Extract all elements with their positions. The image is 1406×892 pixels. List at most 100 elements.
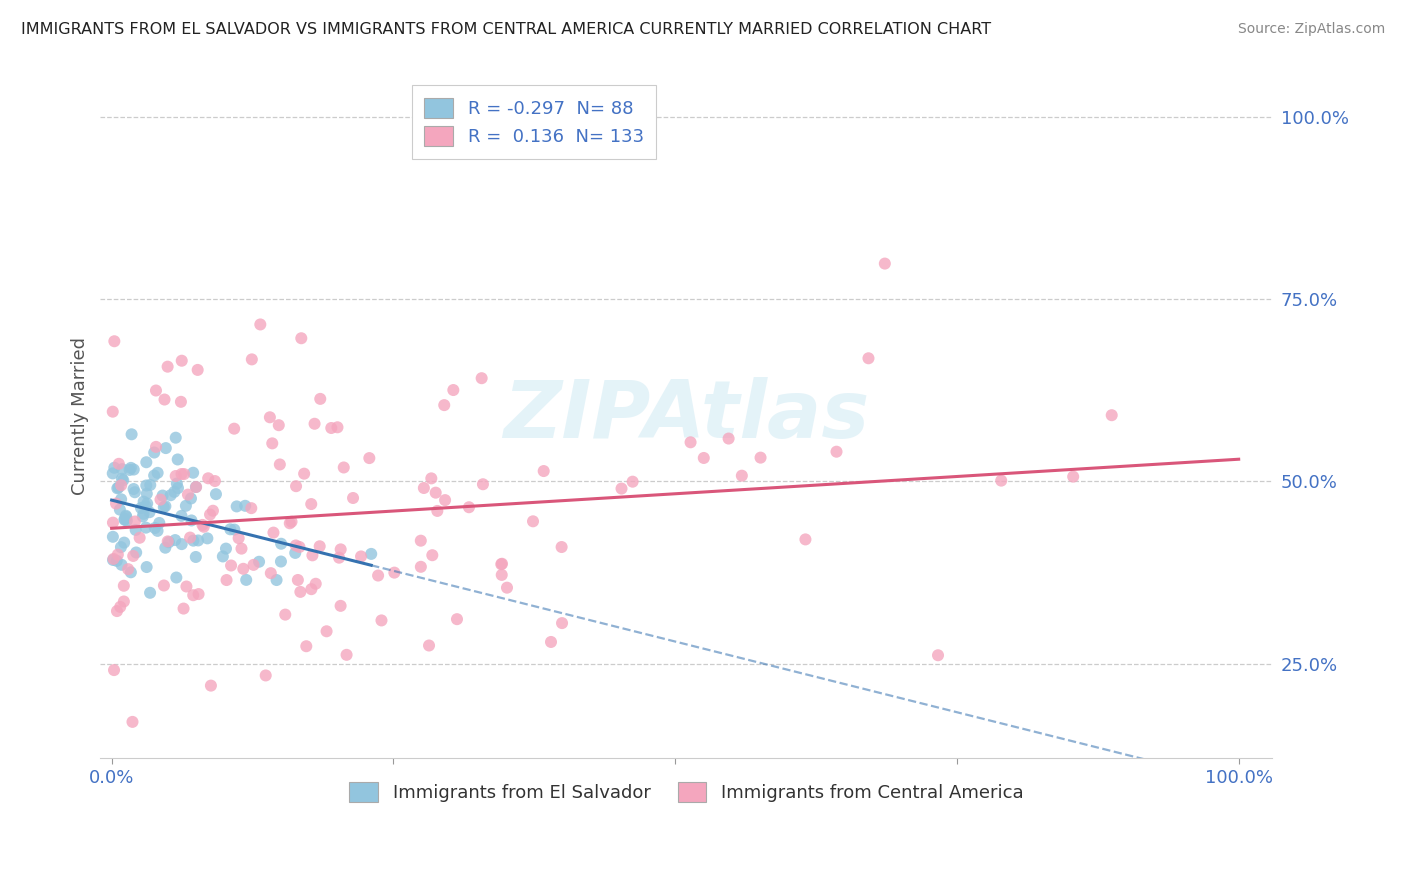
Point (240, 501, 263, 516)
Point (156, 534, 179, 549)
Point (290, 585, 312, 599)
Point (165, 469, 187, 483)
Point (149, 492, 172, 507)
Point (132, 509, 155, 524)
Point (167, 481, 190, 495)
Point (197, 471, 219, 485)
Point (621, 475, 644, 489)
Point (329, 542, 352, 557)
Point (184, 480, 207, 494)
Point (471, 371, 494, 385)
Point (321, 421, 343, 435)
Point (103, 552, 125, 566)
Point (247, 555, 270, 569)
Point (124, 523, 146, 537)
Point (159, 488, 181, 502)
Point (165, 533, 187, 547)
Point (990, 474, 1012, 488)
Point (200, 679, 222, 693)
Point (112, 579, 135, 593)
Point (122, 462, 145, 476)
Point (105, 554, 128, 568)
Point (270, 537, 292, 551)
Point (749, 450, 772, 465)
Point (433, 398, 456, 412)
Point (259, 410, 281, 425)
Point (180, 491, 202, 506)
Point (105, 604, 128, 618)
Point (350, 549, 373, 564)
Point (156, 359, 179, 374)
Point (491, 558, 513, 572)
Point (717, 432, 740, 446)
Point (135, 486, 157, 500)
Point (155, 441, 177, 455)
Point (101, 405, 124, 419)
Point (262, 525, 284, 540)
Point (110, 492, 132, 507)
Point (225, 500, 247, 514)
Point (110, 540, 132, 554)
Legend: Immigrants from El Salvador, Immigrants from Central America: Immigrants from El Salvador, Immigrants … (336, 769, 1036, 814)
Point (270, 555, 292, 569)
Point (177, 488, 200, 502)
Point (115, 510, 138, 524)
Point (135, 521, 157, 535)
Point (328, 550, 350, 565)
Point (111, 472, 134, 486)
Point (101, 516, 124, 530)
Point (260, 566, 283, 581)
Point (132, 507, 155, 521)
Point (115, 508, 138, 523)
Point (108, 457, 131, 471)
Point (114, 513, 136, 527)
Point (332, 460, 354, 475)
Point (139, 478, 162, 492)
Point (143, 445, 166, 459)
Point (458, 500, 481, 515)
Point (170, 467, 193, 481)
Point (420, 548, 443, 562)
Point (342, 491, 364, 505)
Point (111, 462, 134, 476)
Point (181, 466, 204, 480)
Point (224, 422, 246, 436)
Point (471, 477, 494, 491)
Point (120, 461, 142, 475)
Point (309, 392, 332, 406)
Point (180, 513, 202, 527)
Point (215, 541, 238, 556)
Point (122, 549, 145, 563)
Point (267, 418, 290, 433)
Point (105, 481, 128, 495)
Point (108, 502, 131, 516)
Point (292, 467, 315, 481)
Point (125, 545, 148, 559)
Point (112, 473, 135, 487)
Point (101, 530, 124, 544)
Point (170, 508, 193, 523)
Point (183, 533, 205, 548)
Point (359, 451, 381, 466)
Point (152, 489, 174, 503)
Point (441, 383, 464, 397)
Point (187, 533, 209, 548)
Point (308, 539, 330, 553)
Point (425, 485, 447, 500)
Point (249, 318, 271, 332)
Point (420, 471, 443, 485)
Point (540, 635, 562, 649)
Point (114, 512, 136, 526)
Point (195, 532, 218, 546)
Point (284, 539, 307, 553)
Point (242, 558, 264, 572)
Point (233, 499, 256, 513)
Point (794, 533, 817, 547)
Point (191, 517, 214, 532)
Point (103, 334, 125, 349)
Point (224, 523, 246, 537)
Point (927, 648, 949, 663)
Point (295, 639, 318, 653)
Point (136, 497, 159, 511)
Point (179, 531, 201, 545)
